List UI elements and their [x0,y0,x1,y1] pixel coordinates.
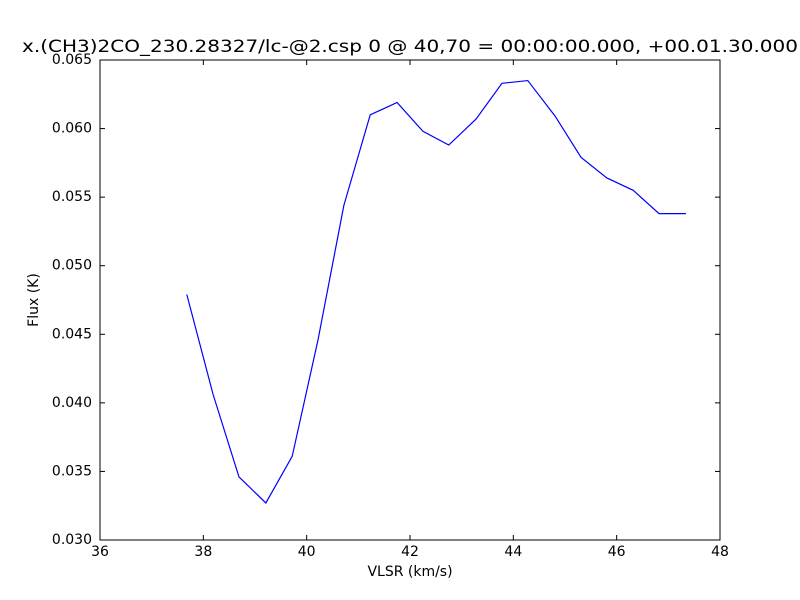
x-tick-label: 40 [298,544,316,560]
y-tick-label: 0.065 [52,52,92,68]
x-tick-label: 44 [504,544,522,560]
x-tick-label: 36 [91,544,109,560]
y-tick-label: 0.050 [52,258,92,274]
x-tick-label: 38 [194,544,212,560]
data-line [186,79,686,504]
x-axis-label: VLSR (km/s) [367,564,452,580]
x-tick-label: 48 [711,544,729,560]
x-tick-label: 42 [401,544,419,560]
y-tick-label: 0.035 [52,463,92,479]
y-axis-label: Flux (K) [26,273,42,327]
chart-title: x.(CH3)2CO_230.28327/lc-@2.csp 0 @ 40,70… [22,37,798,57]
y-tick-label: 0.030 [52,532,92,548]
y-tick-label: 0.040 [52,395,92,411]
y-tick-label: 0.060 [52,121,92,137]
y-tick-label: 0.055 [52,189,92,205]
y-tick-label: 0.045 [52,326,92,342]
x-tick-label: 46 [608,544,626,560]
